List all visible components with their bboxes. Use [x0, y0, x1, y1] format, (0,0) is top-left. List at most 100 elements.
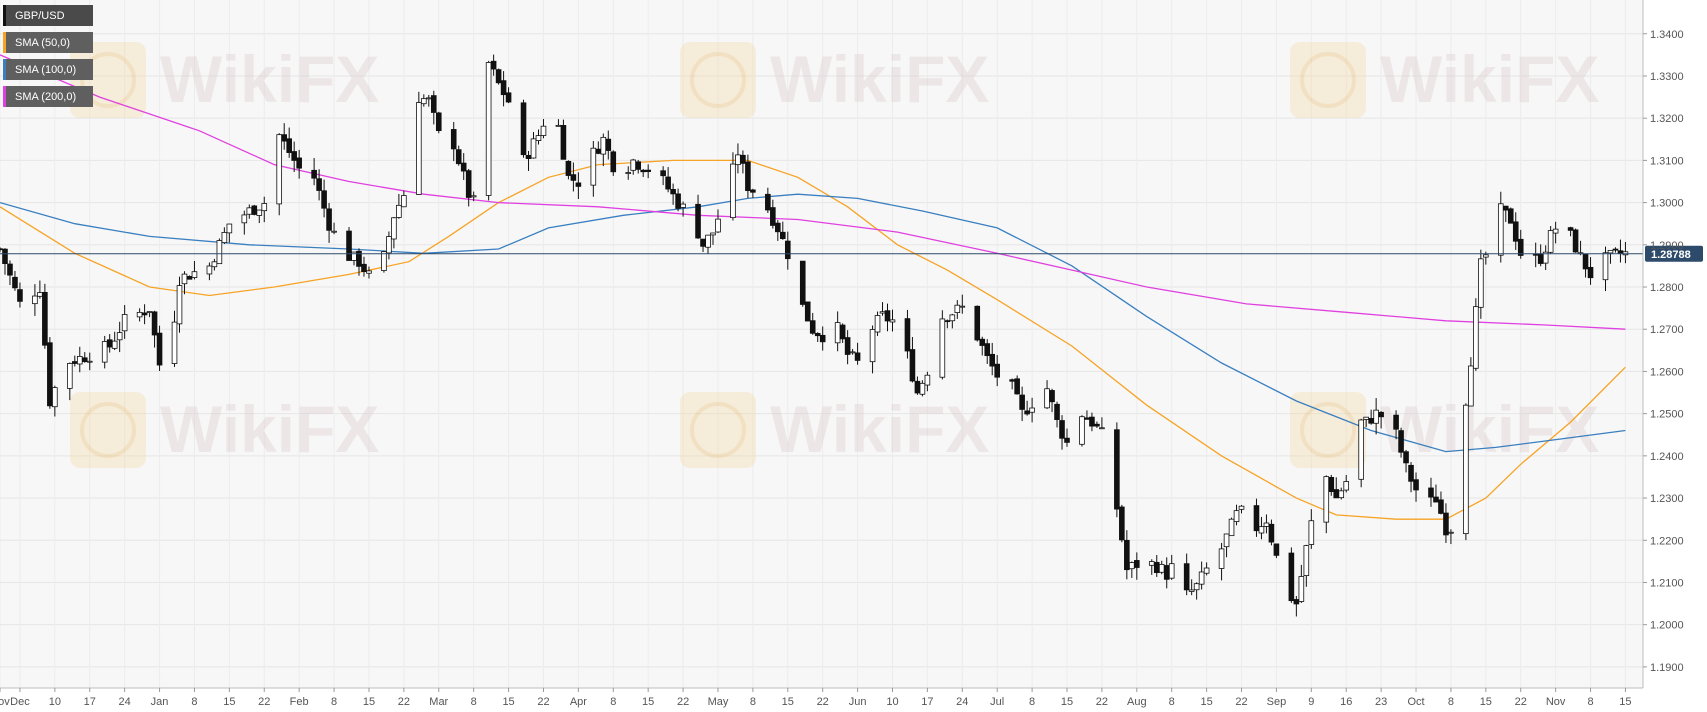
candle-body-down: [361, 263, 367, 273]
candle-body-down: [1134, 560, 1140, 568]
candle: [206, 262, 213, 281]
candle: [47, 337, 53, 409]
candle-body-down: [106, 339, 113, 348]
candle: [226, 223, 233, 243]
candle-body-down: [1433, 496, 1439, 503]
candle: [1478, 249, 1484, 319]
x-tick-label: 22: [258, 696, 270, 708]
candle: [1223, 533, 1230, 558]
candle-body-up: [221, 232, 228, 244]
watermark-logo-ring: [690, 402, 746, 458]
legend-item-sma-50[interactable]: SMA (50,0): [3, 32, 93, 53]
candle-body-down: [430, 95, 437, 113]
legend-swatch: [3, 32, 6, 53]
candle: [101, 335, 108, 369]
y-tick-label: 1.3300: [1650, 71, 1684, 83]
candle: [1358, 418, 1364, 488]
last-price-badge: [1645, 245, 1703, 262]
candle: [1547, 225, 1554, 254]
candle: [1378, 411, 1384, 429]
x-tick-label: 24: [119, 696, 131, 708]
candle-body-down: [1253, 505, 1260, 532]
y-tick-label: 1.2000: [1650, 620, 1684, 632]
candle-body-down: [595, 148, 602, 154]
candle: [605, 130, 612, 160]
y-tick-label: 1.2100: [1650, 577, 1684, 589]
legend-label: SMA (200,0): [15, 90, 77, 103]
candle-body-up: [32, 295, 38, 305]
watermark: WikiFX: [680, 42, 989, 118]
candle-body-down: [1094, 423, 1100, 427]
legend-item-sma-200[interactable]: SMA (200,0): [3, 86, 93, 107]
y-tick-label: 1.3400: [1650, 29, 1684, 41]
x-tick-label: 22: [1235, 696, 1247, 708]
candle-body-up: [37, 292, 43, 297]
candle-body-up: [1363, 416, 1369, 420]
candle-body-up: [1343, 481, 1350, 491]
x-tick-label: Nov: [0, 696, 10, 708]
y-tick-label: 1.2900: [1650, 240, 1684, 252]
candle-body-down: [71, 361, 78, 364]
candle-body-down: [321, 190, 327, 209]
candle-body-down: [814, 332, 821, 337]
candle-body-down: [984, 343, 991, 357]
candle-body-down: [695, 203, 701, 239]
watermark-logo-ring: [1300, 52, 1356, 108]
candle: [1393, 410, 1399, 440]
candle-body-down: [450, 129, 457, 150]
candle-body-up: [959, 305, 966, 308]
candle-body-down: [605, 138, 612, 151]
candles: [0, 54, 1629, 617]
candle: [1542, 245, 1549, 271]
y-tick-label: 1.1900: [1650, 662, 1684, 674]
candle: [261, 196, 268, 223]
candle-body-up: [421, 98, 427, 105]
candle-body-down: [1183, 563, 1190, 591]
candle: [1268, 519, 1275, 546]
candle: [1567, 226, 1574, 237]
x-tick-label: 15: [1619, 696, 1631, 708]
y-tick-label: 1.2600: [1650, 366, 1684, 378]
x-tick-label: 22: [817, 696, 829, 708]
x-tick-label: Jul: [990, 696, 1004, 708]
candle-body-down: [1153, 561, 1160, 574]
candle: [291, 141, 297, 173]
candle: [710, 232, 716, 245]
candle-body-up: [1497, 203, 1504, 256]
y-tick-label: 1.2400: [1650, 451, 1684, 463]
legend-item-sma-100[interactable]: SMA (100,0): [3, 59, 93, 80]
candle: [176, 276, 183, 333]
x-axis: NovDec101724Jan81522Feb81522Mar81522Apr8…: [0, 687, 1643, 708]
gridlines: [0, 0, 1643, 688]
y-tick-label: 1.3200: [1650, 113, 1684, 125]
legend-label: SMA (100,0): [15, 63, 77, 76]
candle: [575, 172, 582, 200]
candle-body-up: [256, 209, 263, 216]
candle: [979, 336, 986, 356]
candle: [984, 339, 991, 364]
candle: [909, 336, 916, 383]
candle: [171, 310, 178, 367]
sma-lines: [0, 54, 1626, 520]
candle: [775, 220, 781, 241]
candle: [784, 231, 791, 270]
candle: [1183, 553, 1190, 596]
candle-body-down: [505, 92, 512, 103]
candle-body-down: [1413, 479, 1419, 491]
watermark-logo: [680, 42, 756, 118]
candle: [156, 325, 163, 371]
candle: [1552, 221, 1559, 244]
legend-item-gbpusd[interactable]: GBP/USD: [3, 5, 93, 26]
candle-body-down: [435, 112, 442, 131]
candle-body-up: [226, 223, 233, 234]
candle-body-down: [854, 352, 861, 361]
candle: [1428, 477, 1434, 507]
candle-body-up: [735, 154, 741, 166]
y-tick-label: 1.3100: [1650, 155, 1684, 167]
candle-body-down: [1163, 565, 1170, 580]
watermark-logo-ring: [1300, 402, 1356, 458]
x-tick-label: 8: [1448, 696, 1454, 708]
candle-body-up: [261, 203, 268, 212]
